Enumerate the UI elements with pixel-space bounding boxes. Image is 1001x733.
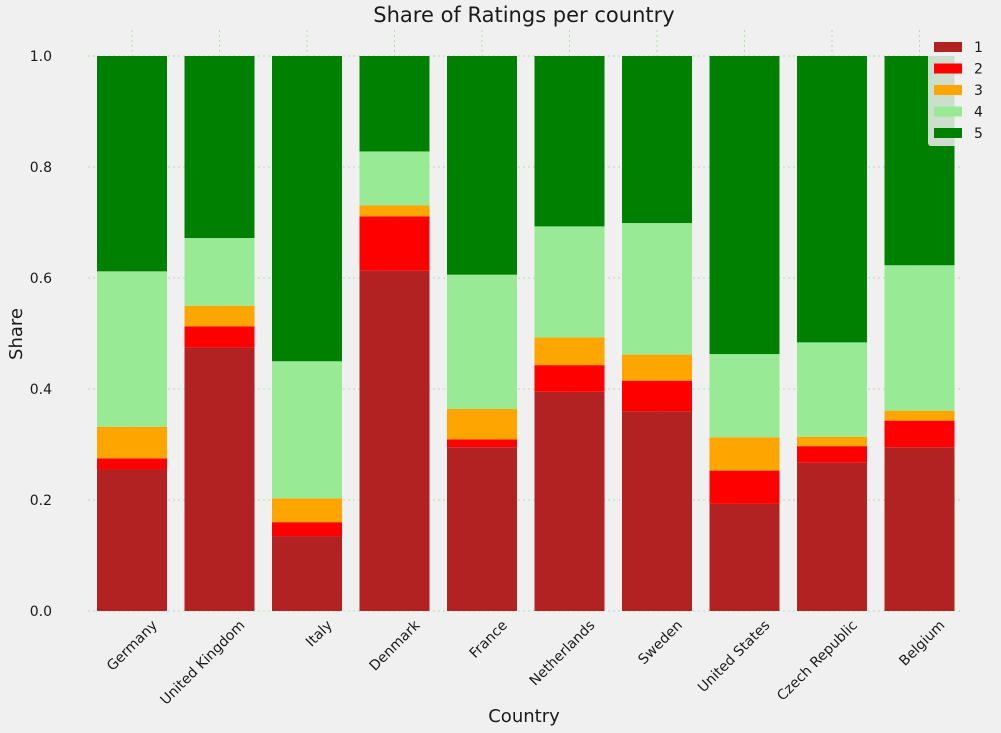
bar-segment-rating-1 (272, 536, 342, 611)
legend-swatch (934, 128, 962, 138)
y-tick-label: 0.8 (30, 160, 52, 176)
y-tick-label: 1.0 (30, 49, 52, 65)
x-tick-label: Netherlands (527, 618, 599, 690)
bar-segment-rating-5 (272, 56, 342, 362)
bar-segment-rating-5 (622, 56, 692, 224)
legend-label: 4 (974, 105, 983, 121)
bar-segment-rating-2 (184, 326, 255, 348)
x-tick-label: Denmark (367, 617, 424, 674)
bar-segment-rating-2 (622, 380, 692, 412)
bar-segment-rating-1 (184, 347, 255, 611)
legend-label: 5 (974, 126, 983, 142)
bar-segment-rating-3 (534, 337, 605, 366)
y-tick-label: 0.2 (30, 493, 52, 509)
bar-segment-rating-1 (797, 462, 867, 611)
x-axis-title: Country (488, 706, 560, 727)
legend: 1 2 3 4 5 (928, 34, 996, 146)
bar-segment-rating-4 (534, 226, 605, 338)
bar-segment-rating-4 (272, 361, 342, 499)
y-tick-label: 0.6 (30, 271, 52, 287)
bar-segment-rating-4 (447, 274, 517, 409)
legend-label: 2 (974, 62, 983, 78)
y-tick-label: 0.4 (30, 382, 52, 398)
legend-swatch (934, 42, 962, 52)
bar-segment-rating-3 (884, 410, 955, 421)
bar-segment-rating-5 (709, 56, 780, 355)
x-tick-label: France (467, 618, 511, 662)
x-tick-label: United Kingdom (158, 618, 249, 709)
bar-segment-rating-4 (184, 238, 255, 306)
bar-segment-rating-3 (447, 408, 517, 440)
bar-segment-rating-5 (97, 56, 167, 272)
bar-segment-rating-5 (447, 56, 517, 275)
bar-segment-rating-1 (709, 503, 780, 611)
bar-segment-rating-3 (709, 437, 780, 471)
legend-swatch (934, 106, 962, 117)
y-tick-label: 0.0 (30, 604, 52, 620)
bar-segment-rating-3 (272, 498, 342, 523)
bar-segment-rating-1 (534, 391, 605, 611)
x-tick-label: Belgium (896, 618, 948, 670)
bar-segment-rating-4 (709, 354, 780, 438)
bar-segment-rating-2 (359, 216, 430, 271)
x-tick-label: Germany (104, 618, 161, 675)
bars (97, 56, 955, 611)
bar-segment-rating-4 (797, 342, 867, 437)
y-tick-labels: 0.0 0.2 0.4 0.6 0.8 1.0 (30, 49, 52, 620)
bar-segment-rating-2 (797, 446, 867, 463)
legend-label: 3 (974, 83, 983, 99)
bar-segment-rating-2 (884, 420, 955, 448)
bar-segment-rating-2 (447, 439, 517, 448)
bar-segment-rating-4 (884, 265, 955, 411)
bar-segment-rating-4 (97, 271, 167, 427)
bar-segment-rating-5 (184, 56, 255, 239)
bar-segment-rating-2 (272, 522, 342, 537)
bar-segment-rating-3 (359, 205, 430, 217)
bar-segment-rating-3 (622, 354, 692, 381)
x-tick-label: Italy (303, 618, 336, 651)
bar-segment-rating-2 (709, 470, 780, 504)
legend-swatch (934, 63, 962, 74)
bar-segment-rating-1 (447, 447, 517, 611)
chart-title: Share of Ratings per country (373, 3, 674, 27)
legend-swatch (934, 85, 962, 95)
bar-segment-rating-3 (97, 426, 167, 459)
bar-segment-rating-5 (534, 56, 605, 227)
legend-label: 1 (974, 40, 983, 56)
bar-segment-rating-1 (97, 469, 167, 611)
bar-segment-rating-5 (359, 56, 430, 152)
x-tick-label: United States (695, 618, 773, 696)
bar-segment-rating-2 (97, 458, 167, 470)
bar-segment-rating-5 (797, 56, 867, 343)
bar-segment-rating-4 (359, 151, 430, 206)
bar-segment-rating-4 (622, 223, 692, 355)
bar-segment-rating-1 (359, 270, 430, 611)
bar-segment-rating-2 (534, 365, 605, 392)
bar-segment-rating-1 (622, 411, 692, 611)
x-tick-label: Czech Republic (774, 618, 861, 705)
bar-segment-rating-3 (184, 305, 255, 327)
bar-segment-rating-1 (884, 447, 955, 611)
y-axis-title: Share (6, 308, 27, 360)
x-tick-label: Sweden (635, 618, 685, 668)
bar-segment-rating-3 (797, 436, 867, 447)
